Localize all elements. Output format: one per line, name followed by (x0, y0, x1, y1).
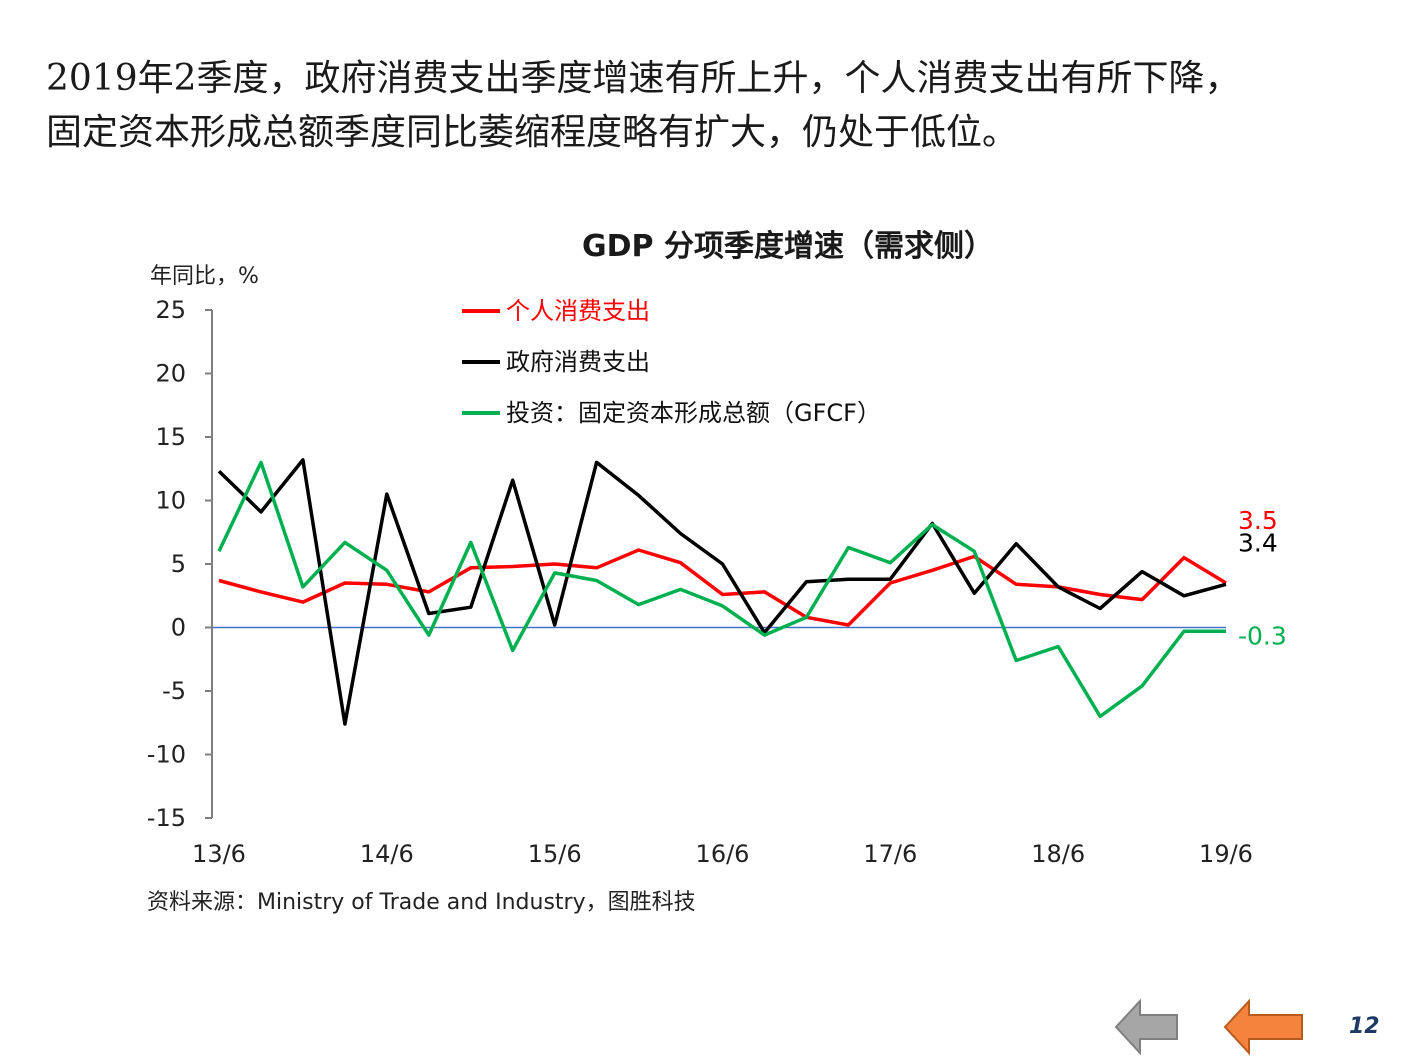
legend-label: 政府消费支出 (506, 348, 650, 376)
legend-label: 个人消费支出 (506, 297, 650, 325)
y-tick-label: 0 (171, 614, 186, 642)
x-tick-label: 16/6 (696, 840, 750, 868)
y-tick-label: -15 (147, 804, 186, 832)
y-tick-label: -5 (162, 677, 186, 705)
series-line (217, 460, 1226, 719)
y-tick-label: -10 (147, 741, 186, 769)
series-end-label: 3.5 (1238, 506, 1278, 535)
x-tick-label: 13/6 (192, 840, 246, 868)
series-end-label: -0.3 (1238, 621, 1287, 650)
headline-line-2: 固定资本形成总额季度同比萎缩程度略有扩大，仍处于低位。 (46, 112, 1019, 153)
left-arrow-icon (1223, 998, 1303, 1056)
y-axis-label: 年同比，% (150, 264, 259, 289)
y-tick-label: 25 (155, 296, 186, 324)
series-end-label: 3.4 (1238, 528, 1278, 557)
series-line (217, 458, 1227, 726)
y-tick-label: 5 (171, 550, 186, 578)
y-tick-label: 15 (155, 423, 186, 451)
back-arrow-button[interactable] (1114, 998, 1180, 1056)
page-number: 12 (1349, 1014, 1380, 1039)
x-tick-label: 19/6 (1199, 840, 1253, 868)
source-note: 资料来源：Ministry of Trade and Industry，图胜科技 (147, 890, 696, 915)
headline-line-1: 2019年2季度，政府消费支出季度增速有所上升，个人消费支出有所下降， (46, 58, 1241, 99)
x-tick-label: 18/6 (1031, 840, 1085, 868)
legend-label: 投资：固定资本形成总额（GFCF） (506, 399, 881, 427)
next-arrow-button[interactable] (1223, 998, 1305, 1056)
left-arrow-icon (1114, 998, 1178, 1056)
y-tick-label: 20 (155, 360, 186, 388)
x-tick-label: 17/6 (863, 840, 917, 868)
y-tick-label: 10 (155, 487, 186, 515)
x-tick-label: 14/6 (360, 840, 414, 868)
x-tick-label: 15/6 (528, 840, 582, 868)
chart-title: GDP 分项季度增速（需求侧） (582, 229, 994, 264)
headline: 2019年2季度，政府消费支出季度增速有所上升，个人消费支出有所下降， 固定资本… (46, 52, 1386, 160)
